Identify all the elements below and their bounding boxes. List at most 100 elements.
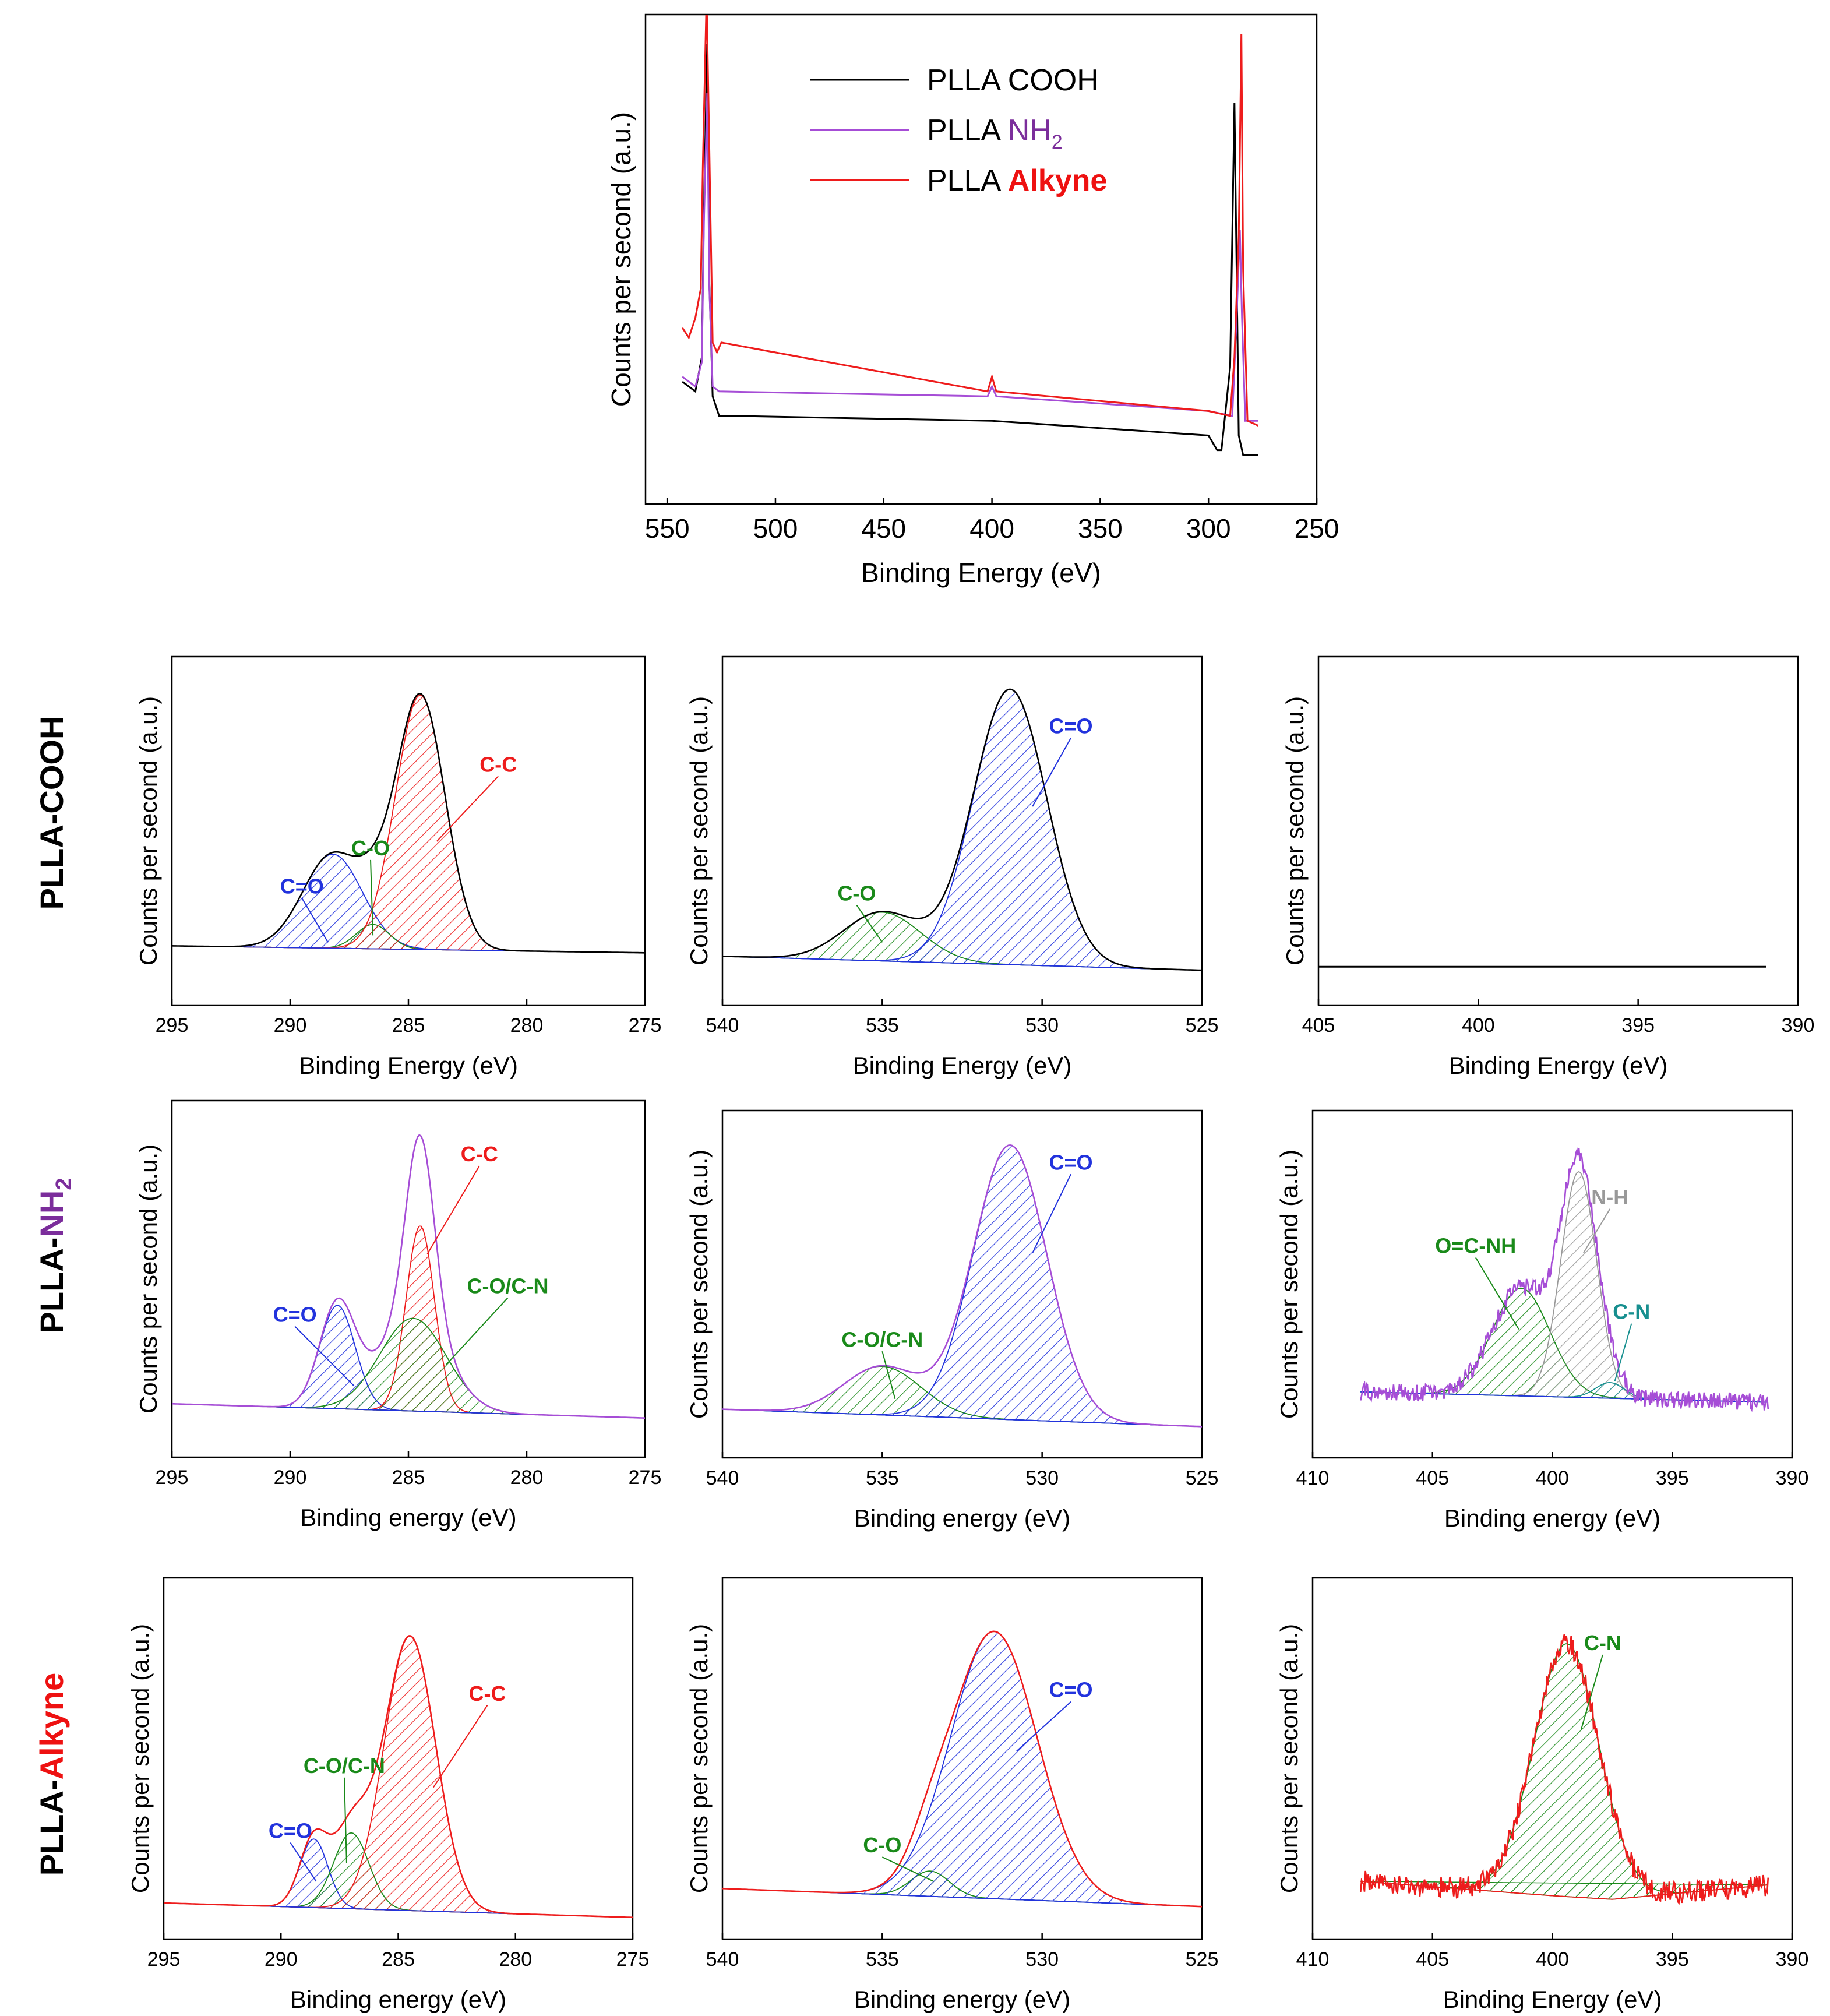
- alkyne_n1s-tick-label: 410: [1296, 1948, 1330, 1971]
- alkyne_c1s-peak-c-c: [164, 1636, 633, 1918]
- row-label-cooh-prefix: PLLA-: [33, 814, 70, 910]
- alkyne_c1s-chart: 295 290 285 280 275 Binding energy (eV) Counts…: [126, 1577, 649, 2013]
- row-label-nh2-prefix: PLLA-: [33, 1238, 70, 1334]
- alkyne_o1s-peak-label: C=O: [1049, 1678, 1093, 1702]
- nh2_o1s-envelope: [722, 1144, 1202, 1428]
- cooh_c1s-plot-area: [172, 692, 645, 954]
- survey-legend: PLLA COOH PLLA NH2 PLLA Alkyne: [810, 64, 1107, 198]
- survey-chart: 550 500 450 400 350 300 250 Binding Energy (eV)…: [606, 13, 1339, 588]
- cooh_n1s-x-axis-label: Binding Energy (eV): [1449, 1052, 1668, 1079]
- legend-entry: PLLA COOH: [927, 64, 1099, 97]
- row-label-alkyne-suffix: Alkyne: [33, 1673, 70, 1780]
- survey-tick-label: 400: [969, 513, 1014, 544]
- nh2_n1s-tick-label: 405: [1416, 1467, 1449, 1489]
- nh2_o1s-tick-label: 540: [706, 1467, 739, 1489]
- row-label-alkyne-prefix: PLLA-: [33, 1779, 70, 1876]
- nh2_o1s-peak-c-o: [722, 1144, 1202, 1428]
- alkyne_o1s-envelope: [722, 1630, 1202, 1908]
- survey-tick-label: 450: [861, 513, 906, 544]
- nh2_c1s-tick-label: 275: [629, 1467, 662, 1489]
- cooh_n1s-x-ticks: 405 400 395 390: [1302, 999, 1814, 1037]
- cooh_n1s-chart: 405 400 395 390 Binding Energy (eV) Counts pe…: [1281, 655, 1814, 1079]
- nh2_c1s-leader-line: [446, 1297, 509, 1365]
- alkyne_o1s-peak-label: C-O: [863, 1833, 901, 1857]
- cooh_o1s-tick-label: 535: [866, 1014, 899, 1037]
- nh2_c1s-tick-label: 295: [156, 1467, 189, 1489]
- survey-tick-label: 300: [1186, 513, 1231, 544]
- alkyne_o1s-chart: 540 535 530 525 Binding energy (eV) Counts pe…: [685, 1577, 1219, 2013]
- cooh_c1s-leader-line: [436, 776, 499, 842]
- nh2_c1s-chart: 295 290 285 280 275 Binding energy (eV) Counts…: [135, 1099, 662, 1531]
- legend-prefix: PLLA: [927, 64, 1008, 97]
- alkyne_n1s-plot-area: [1360, 1634, 1769, 1905]
- nh2_n1s-peak-label: N-H: [1591, 1185, 1628, 1209]
- nh2_n1s-tick-label: 395: [1656, 1467, 1689, 1489]
- series-line-plla-nh2: [682, 93, 1258, 422]
- nh2_c1s-peak-label: C-C: [461, 1142, 498, 1166]
- legend-suffix: Alkyne: [1008, 164, 1108, 198]
- cooh_c1s-tick-label: 290: [274, 1014, 307, 1037]
- nh2_n1s-peak-label: O=C-NH: [1435, 1233, 1516, 1257]
- nh2_o1s-tick-label: 525: [1186, 1467, 1219, 1489]
- series-line-plla-alkyne: [681, 15, 1259, 427]
- cooh_c1s-chart: 295 290 285 280 275 Binding Energy (eV) Counts…: [135, 655, 661, 1079]
- cooh_c1s-leader-line: [370, 859, 374, 936]
- legend-sub: 2: [1052, 131, 1063, 153]
- nh2_c1s-envelope: [172, 1134, 645, 1419]
- row-labels: PLLA-COOH PLLA-NH2 PLLA-Alkyne: [33, 716, 76, 1876]
- nh2_o1s-plot-area: [722, 1144, 1202, 1428]
- survey-y-axis-label: Counts per second (a.u.): [606, 112, 636, 407]
- alkyne_o1s-tick-label: 525: [1186, 1948, 1219, 1971]
- alkyne_o1s-peak-c-o: [722, 1631, 1202, 1908]
- alkyne_n1s-tick-label: 395: [1656, 1948, 1689, 1971]
- nh2_n1s-x-axis-label: Binding energy (eV): [1444, 1504, 1660, 1532]
- alkyne_o1s-leader-line: [1016, 1701, 1071, 1752]
- cooh_c1s-tick-label: 285: [392, 1014, 425, 1037]
- alkyne_c1s-plot-area: [164, 1635, 633, 1919]
- cooh_o1s-baseline: [722, 956, 1202, 971]
- cooh_n1s-y-axis-label: Counts per second (a.u.): [1281, 696, 1309, 965]
- nh2_o1s-frame: [721, 1109, 1203, 1459]
- nh2_c1s-leader-line: [294, 1326, 355, 1387]
- nh2_c1s-peak-c-o-c-n: [172, 1317, 645, 1419]
- alkyne_n1s-tick-label: 405: [1416, 1948, 1449, 1971]
- nh2_c1s-peak-label: C-O/C-N: [467, 1274, 549, 1298]
- cooh_o1s-plot-area: [722, 688, 1202, 971]
- cooh_n1s-tick-label: 400: [1462, 1014, 1495, 1037]
- cooh_o1s-chart: 540 535 530 525 Binding Energy (eV) Counts pe…: [685, 655, 1218, 1079]
- cooh_o1s-x-ticks: 540 535 530 525: [706, 999, 1218, 1037]
- nh2_o1s-y-axis-label: Counts per second (a.u.): [685, 1150, 713, 1419]
- alkyne_n1s-envelope: [1360, 1634, 1769, 1905]
- alkyne_o1s-frame: [721, 1577, 1203, 1940]
- nh2_o1s-x-axis-label: Binding energy (eV): [854, 1504, 1070, 1532]
- nh2_n1s-x-ticks: 410 405 400 395 390: [1296, 1452, 1809, 1489]
- cooh_c1s-peak-label: C-C: [479, 752, 517, 776]
- alkyne_c1s-x-axis-label: Binding energy (eV): [290, 1986, 506, 2013]
- nh2_n1s-tick-label: 390: [1776, 1467, 1809, 1489]
- alkyne_o1s-x-axis-label: Binding energy (eV): [854, 1986, 1070, 2013]
- alkyne_n1s-y-axis-label: Counts per second (a.u.): [1275, 1624, 1303, 1893]
- alkyne_o1s-tick-label: 530: [1025, 1948, 1059, 1971]
- legend-entry: PLLA Alkyne: [927, 164, 1107, 198]
- nh2_o1s-x-ticks: 540 535 530 525: [706, 1452, 1219, 1489]
- cooh_n1s-frame: [1317, 655, 1799, 1006]
- nh2_n1s-leader-line: [1475, 1257, 1519, 1330]
- nh2_n1s-leader-line: [1614, 1323, 1632, 1382]
- alkyne_c1s-tick-label: 285: [382, 1948, 415, 1971]
- alkyne_c1s-y-axis-label: Counts per second (a.u.): [126, 1624, 154, 1893]
- row-label-nh2-suffix: NH: [33, 1190, 70, 1238]
- survey-series: [681, 15, 1259, 456]
- alkyne_c1s-leader-line: [290, 1842, 317, 1882]
- legend-entry: PLLA NH2: [927, 114, 1063, 153]
- row-label-nh2-sub: 2: [52, 1178, 76, 1190]
- nh2_c1s-x-axis-label: Binding energy (eV): [300, 1504, 516, 1531]
- row-label-nh2: PLLA-NH2: [33, 1178, 76, 1334]
- cooh_c1s-tick-label: 295: [156, 1014, 189, 1037]
- cooh_o1s-frame: [721, 655, 1203, 1006]
- nh2_n1s-tick-label: 400: [1536, 1467, 1569, 1489]
- cooh_c1s-peak-c-c: [172, 695, 645, 954]
- cooh_o1s-peak-c-o: [722, 689, 1202, 971]
- survey-tick-label: 550: [645, 513, 690, 544]
- cooh_n1s-tick-label: 405: [1302, 1014, 1335, 1037]
- nh2_n1s-peak-label: C-N: [1613, 1300, 1650, 1324]
